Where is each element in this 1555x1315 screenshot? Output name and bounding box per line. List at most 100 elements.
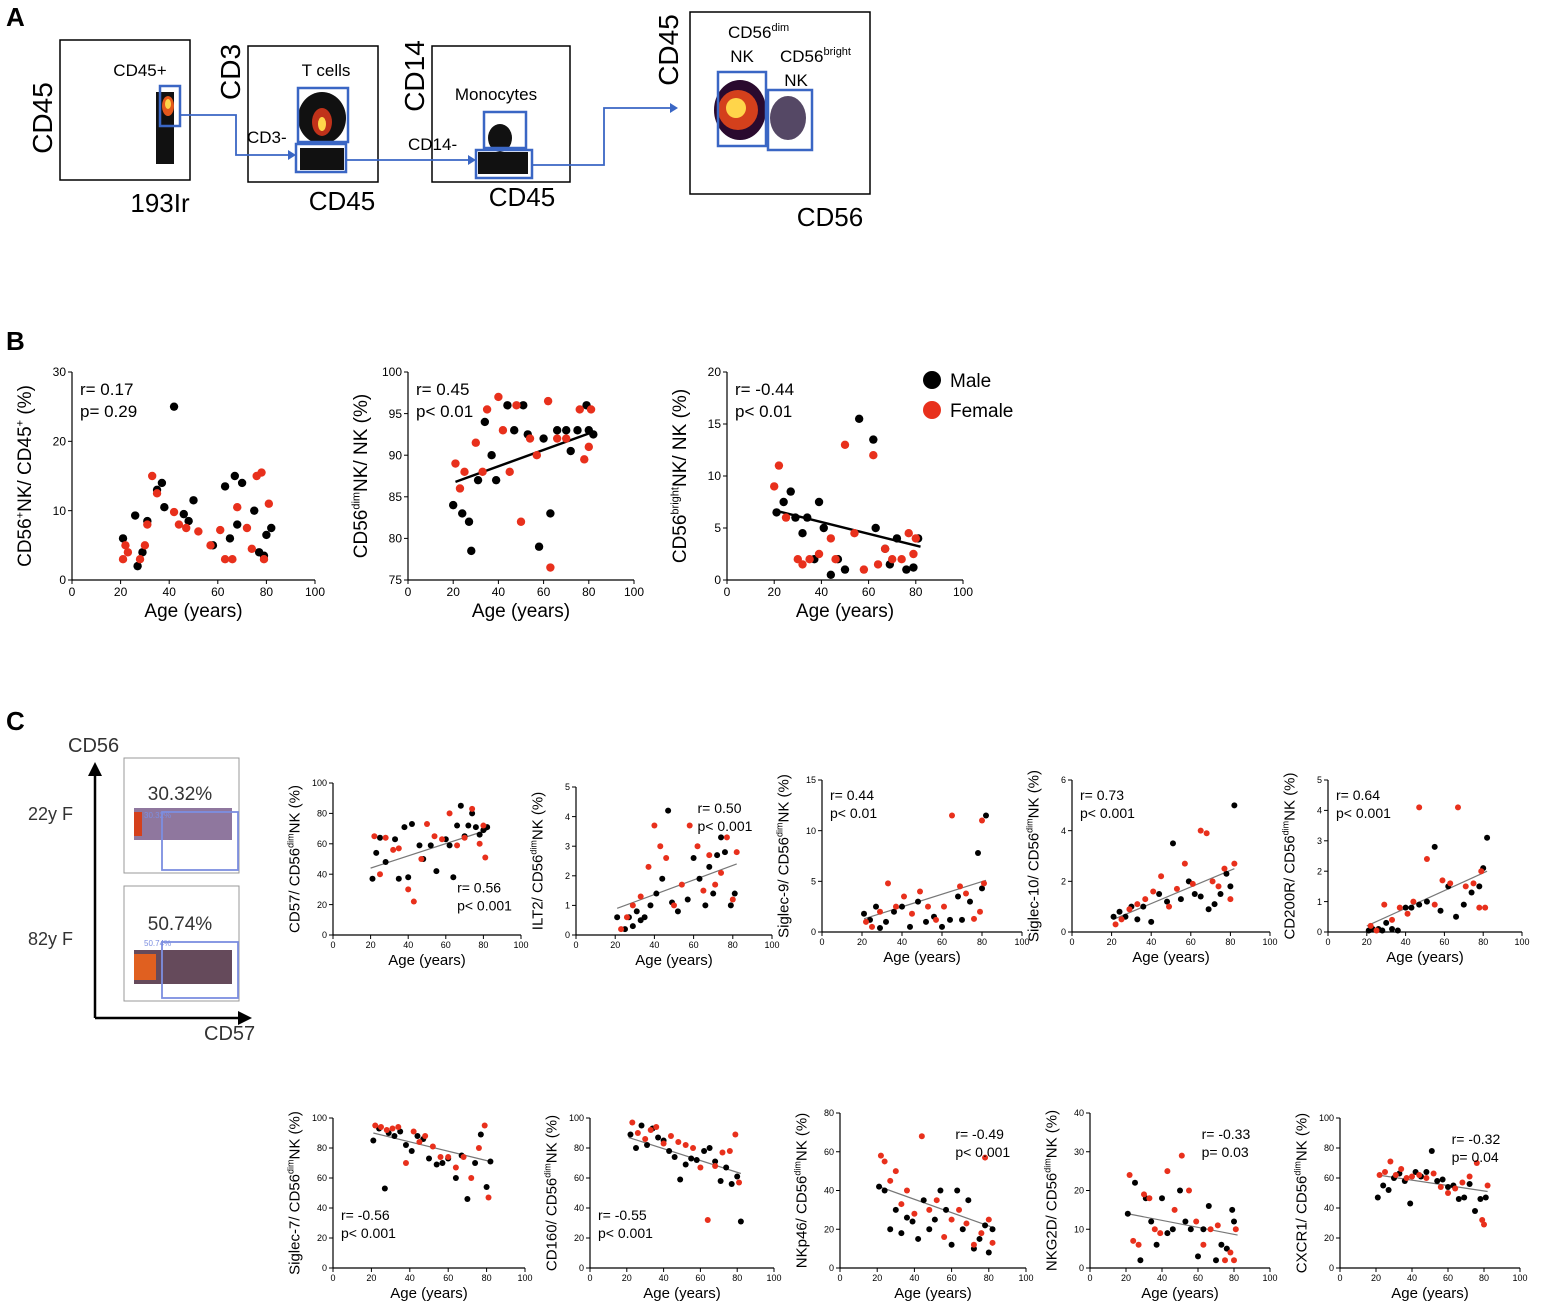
point-male	[1169, 1226, 1176, 1233]
x-tick-label: 20	[857, 937, 867, 947]
point-male	[877, 924, 883, 931]
point-female	[1431, 901, 1438, 908]
flow-plot-1-xlabel: 193Ir	[130, 188, 190, 218]
point-female	[981, 880, 987, 887]
cell-cloud-cd14neg	[478, 152, 528, 174]
point-male	[414, 1133, 421, 1139]
point-female	[1396, 904, 1403, 911]
cd57-axis-arrowhead	[238, 1011, 252, 1025]
point-male	[169, 402, 179, 411]
point-male	[457, 802, 464, 809]
point-female	[1389, 916, 1396, 923]
legend-label-female: Female	[950, 401, 1013, 422]
x-tick-label: 60	[443, 1273, 453, 1283]
arrow-cd14neg-to-cd56	[532, 107, 672, 166]
point-female	[1186, 1187, 1192, 1194]
point-female	[1203, 830, 1210, 837]
point-male	[920, 1197, 927, 1204]
point-female	[424, 821, 430, 828]
y-tick-label: 40	[317, 869, 327, 879]
point-female	[1200, 1241, 1207, 1248]
x-tick-label: 0	[405, 585, 412, 599]
y-tick-label: 10	[53, 504, 67, 518]
x-tick-label: 0	[330, 940, 335, 950]
x-tick-label: 80	[728, 940, 738, 950]
point-female	[135, 555, 145, 564]
x-tick-label: 80	[1225, 937, 1235, 947]
point-female	[1130, 1237, 1137, 1244]
point-female	[1221, 865, 1228, 872]
point-female	[1118, 916, 1125, 923]
point-male	[706, 1145, 713, 1151]
point-male	[772, 508, 781, 517]
point-male	[138, 548, 147, 557]
stats-text: p< 0.01	[830, 805, 877, 821]
y-tick-label: 10	[708, 469, 722, 483]
point-male	[1205, 906, 1212, 913]
y-axis-label: CXCR1/ CD56dimNK (%)	[1292, 1113, 1310, 1273]
point-female	[1473, 1160, 1480, 1166]
point-male	[1153, 1241, 1160, 1248]
stats-text: r= 0.17	[80, 380, 133, 399]
point-male	[1453, 913, 1460, 920]
arrow-cd45-to-cd3	[180, 114, 290, 156]
x-tick-label: 60	[537, 585, 551, 599]
point-female	[826, 534, 836, 543]
point-male	[237, 478, 247, 488]
stats-text: r= -0.32	[1452, 1131, 1501, 1147]
point-female	[859, 565, 869, 574]
legend-marker-male	[923, 371, 941, 389]
gate-cd56bright	[766, 88, 814, 152]
y-axis-label: Siglec-10/ CD56dimNK (%)	[1024, 770, 1042, 942]
point-female	[840, 440, 850, 449]
point-male	[948, 1241, 955, 1248]
y-tick-label: 0	[714, 573, 721, 587]
point-female	[733, 849, 740, 856]
point-female	[898, 1201, 905, 1208]
point-male	[452, 1175, 459, 1181]
point-male	[876, 1183, 883, 1190]
point-female	[642, 1136, 649, 1142]
point-male	[1439, 1176, 1446, 1183]
point-male	[546, 509, 555, 518]
point-female	[949, 812, 955, 819]
point-male	[1116, 908, 1123, 915]
point-female	[1423, 856, 1430, 863]
x-tick-label: 0	[330, 1273, 335, 1283]
point-male	[869, 435, 878, 444]
gate-tcells	[296, 86, 350, 144]
x-tick-label: 20	[1362, 937, 1372, 947]
y-tick-label: 80	[317, 1143, 327, 1153]
point-female	[671, 902, 677, 909]
y-tick-label: 40	[824, 1186, 834, 1196]
point-female	[525, 434, 535, 443]
point-female	[498, 426, 508, 435]
point-male	[943, 1206, 950, 1213]
point-female	[383, 1127, 390, 1133]
y-tick-label: 3	[565, 841, 570, 851]
point-male	[907, 923, 913, 930]
stats-text: r= 0.45	[416, 380, 469, 399]
point-female	[663, 855, 670, 862]
point-male	[449, 500, 458, 510]
x-tick-label: 80	[1478, 937, 1488, 947]
point-female	[963, 890, 969, 897]
x-tick-label: 100	[1014, 937, 1029, 947]
point-female	[881, 1158, 888, 1165]
legend-label-male: Male	[950, 371, 991, 392]
point-male	[439, 1160, 446, 1166]
gate-monocytes	[482, 110, 528, 150]
point-male	[710, 890, 717, 897]
x-tick-label: 40	[492, 585, 506, 599]
point-male	[408, 1148, 415, 1154]
point-female	[257, 468, 266, 477]
point-male	[979, 885, 985, 892]
x-tick-label: 20	[1107, 937, 1117, 947]
x-tick-label: 100	[1512, 1273, 1527, 1283]
point-female	[482, 854, 489, 861]
gate-cd14neg	[474, 148, 534, 180]
y-axis-label: CD56brightNK/ NK (%)	[670, 389, 692, 563]
point-female	[774, 461, 784, 470]
point-female	[1445, 1190, 1451, 1196]
